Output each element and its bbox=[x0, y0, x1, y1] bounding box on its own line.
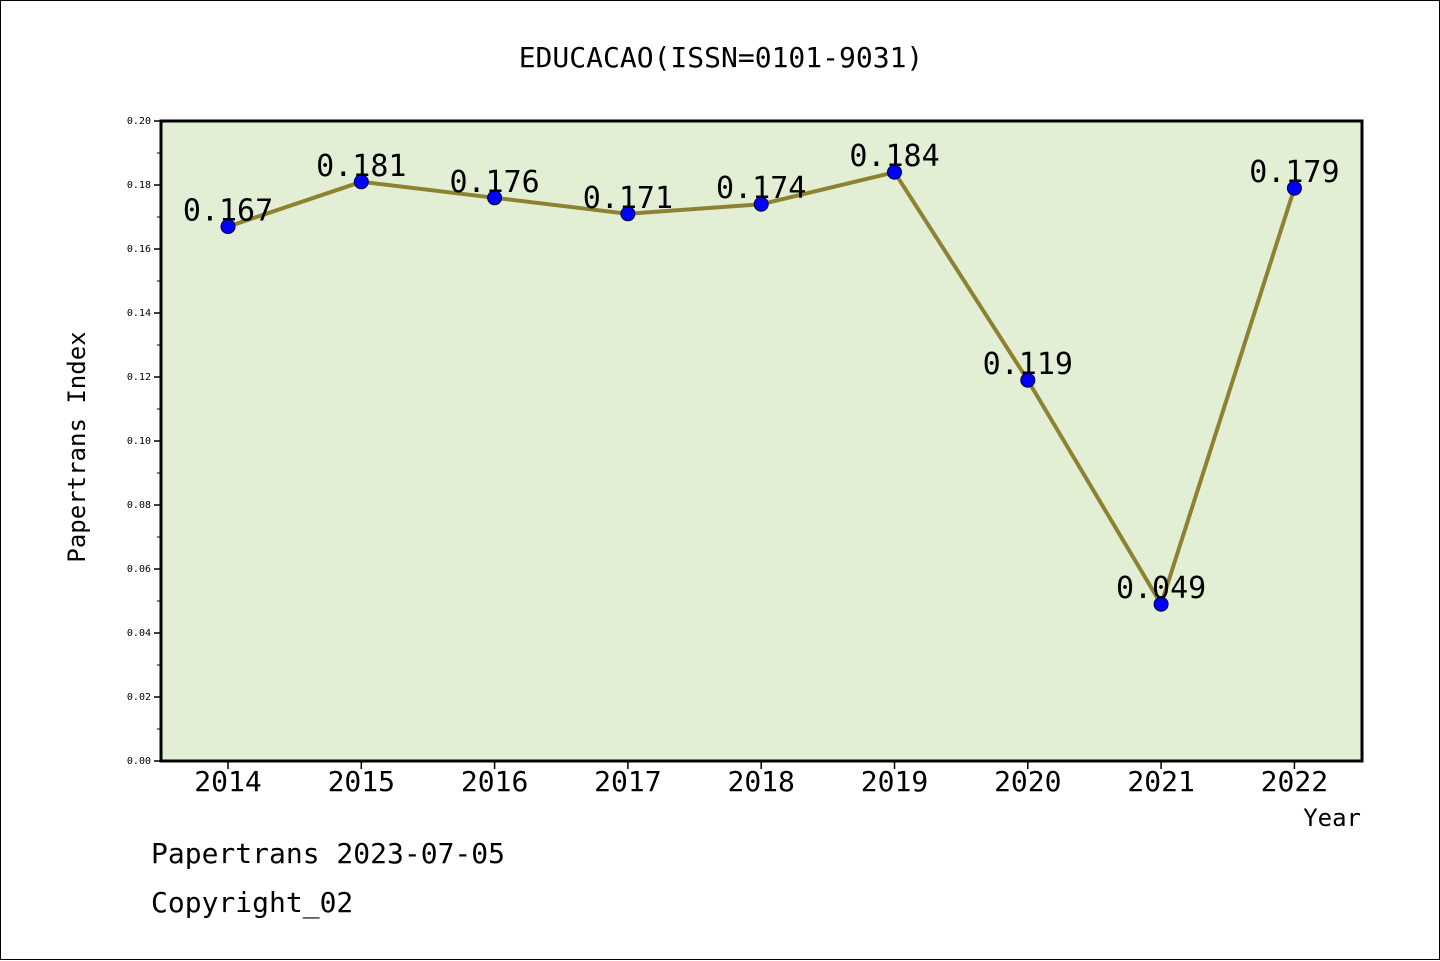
y-tick-label: 0.00 bbox=[127, 756, 151, 767]
y-tick-label: 0.04 bbox=[127, 628, 151, 639]
data-label: 0.174 bbox=[716, 171, 806, 206]
y-tick-label: 0.12 bbox=[127, 372, 151, 383]
x-axis-ticks: 2014 2015 2016 2017 2018 2019 2020 2021 2022 bbox=[194, 761, 1328, 798]
y-tick-label: 0.18 bbox=[127, 180, 151, 191]
data-point bbox=[1286, 180, 1302, 196]
x-tick-label: 2014 bbox=[194, 765, 261, 798]
plot-area bbox=[159, 119, 1364, 763]
series-layer: 0.167 0.181 0.176 0.171 0.174 0.184 0.119 0.049… bbox=[183, 139, 1340, 612]
y-tick-label: 0.06 bbox=[127, 564, 151, 575]
data-label: 0.167 bbox=[183, 194, 273, 229]
chart-title: EDUCACAO(ISSN=0101-9031) bbox=[519, 41, 924, 74]
x-tick-label: 2021 bbox=[1127, 765, 1194, 798]
x-tick-label: 2018 bbox=[727, 765, 794, 798]
data-point bbox=[620, 206, 636, 222]
data-point bbox=[353, 174, 369, 190]
y-tick-label: 0.16 bbox=[127, 244, 151, 255]
data-label: 0.171 bbox=[583, 181, 673, 216]
y-tick-label: 0.14 bbox=[127, 308, 151, 319]
footer-copyright: Copyright_02 bbox=[151, 886, 354, 919]
y-axis-ticks: 0.00 0.02 0.04 0.06 0.08 0.10 0.12 0.14 0.16 0.18… bbox=[127, 116, 161, 767]
data-label: 0.181 bbox=[316, 149, 406, 184]
x-tick-label: 2016 bbox=[461, 765, 528, 798]
y-axis-label: Papertrans Index bbox=[63, 331, 91, 562]
data-label: 0.179 bbox=[1249, 155, 1339, 190]
y-tick-label: 0.20 bbox=[127, 116, 151, 127]
data-label: 0.184 bbox=[849, 139, 939, 174]
data-point bbox=[753, 196, 769, 212]
data-point bbox=[220, 219, 236, 235]
data-label: 0.176 bbox=[449, 165, 539, 200]
x-tick-label: 2020 bbox=[994, 765, 1061, 798]
data-label: 0.049 bbox=[1116, 571, 1206, 606]
data-label: 0.119 bbox=[983, 347, 1073, 382]
data-point bbox=[487, 190, 503, 206]
y-tick-label: 0.02 bbox=[127, 692, 151, 703]
x-tick-label: 2015 bbox=[328, 765, 395, 798]
footer-date-line: Papertrans 2023-07-05 bbox=[151, 837, 506, 870]
x-tick-label: 2019 bbox=[861, 765, 928, 798]
data-point bbox=[1153, 596, 1169, 612]
data-point bbox=[887, 164, 902, 180]
x-tick-label: 2022 bbox=[1261, 765, 1328, 798]
y-tick-label: 0.08 bbox=[127, 500, 151, 511]
x-axis-label: Year bbox=[1303, 804, 1361, 832]
data-point bbox=[1020, 372, 1036, 388]
y-tick-label: 0.10 bbox=[127, 436, 151, 447]
x-tick-label: 2017 bbox=[594, 765, 661, 798]
